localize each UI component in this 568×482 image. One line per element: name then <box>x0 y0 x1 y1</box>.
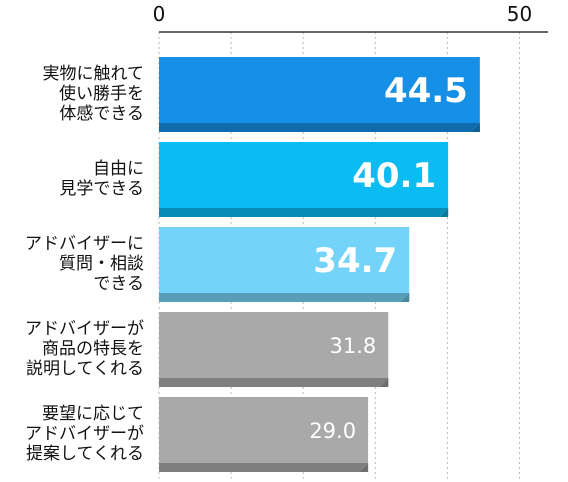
bar-value-label: 34.7 <box>313 241 397 281</box>
bar <box>159 312 389 378</box>
x-tick-label: 50 <box>507 2 532 26</box>
x-axis-ticks: 0 50 <box>153 2 533 26</box>
bar-value-label: 40.1 <box>352 156 436 196</box>
bar-bottom <box>159 378 389 387</box>
category-label: 実物に触れて 使い勝手を 体感できる <box>42 64 145 124</box>
bars: 44.5 40.1 34.7 31.8 29.0 <box>159 57 480 472</box>
bar-bottom <box>159 208 449 217</box>
category-label: 要望に応じて アドバイザーが 提案してくれる <box>25 404 144 464</box>
x-tick-label: 0 <box>153 2 166 26</box>
bar-side <box>400 229 410 302</box>
bar <box>159 57 480 123</box>
bar <box>159 142 449 208</box>
bar-bottom <box>159 293 410 302</box>
bar-value-label: 44.5 <box>384 71 468 111</box>
bar-side <box>359 399 369 472</box>
category-label: アドバイザーが 商品の特長を 説明してくれる <box>25 319 144 379</box>
bar-side <box>439 144 449 217</box>
bar-side <box>379 314 389 387</box>
bar-bottom <box>159 123 480 132</box>
bar-value-label: 29.0 <box>309 419 356 443</box>
bar-value-label: 31.8 <box>330 334 377 358</box>
bar <box>159 397 369 463</box>
bar-bottom <box>159 463 369 472</box>
bar <box>159 227 410 293</box>
category-label: アドバイザーに 質問・相談 できる <box>25 234 144 294</box>
bar-side <box>470 59 480 132</box>
category-label: 自由に 見学できる <box>59 159 144 199</box>
